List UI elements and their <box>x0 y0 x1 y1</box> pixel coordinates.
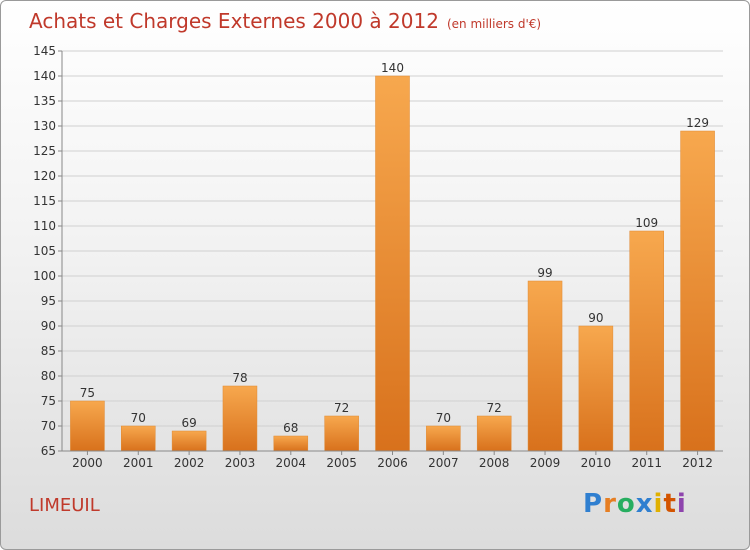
bar <box>680 130 715 452</box>
y-tick-label: 95 <box>41 294 56 308</box>
proxiti-logo[interactable]: Proxiti <box>583 489 687 519</box>
bar-value-label: 70 <box>436 411 451 425</box>
x-tick-label: 2012 <box>682 456 713 470</box>
chart-subtitle: (en milliers d'€) <box>446 17 542 31</box>
y-tick-label: 100 <box>33 269 56 283</box>
y-tick-label: 110 <box>33 219 56 233</box>
chart-title-text: Achats et Charges Externes 2000 à 2012 <box>29 9 439 33</box>
y-axis: 65 70 75 80 85 90 95 100 105 110 115 120 125 130 135 14… <box>33 44 63 458</box>
logo-letter: i <box>653 489 664 519</box>
y-tick-label: 120 <box>33 169 56 183</box>
bar-value-label: 90 <box>588 311 603 325</box>
y-tick-label: 65 <box>41 444 56 458</box>
logo-letter: t <box>663 489 677 519</box>
logo-letter: r <box>603 489 617 519</box>
x-tick-label: 2011 <box>631 456 662 470</box>
bar <box>70 400 105 452</box>
bars: 75 70 69 78 68 72 140 70 72 99 90 109 129 <box>70 61 715 452</box>
x-tick-label: 2001 <box>123 456 154 470</box>
x-tick-label: 2004 <box>276 456 307 470</box>
bar <box>426 425 461 452</box>
y-tick-label: 145 <box>33 44 56 58</box>
y-tick-label: 80 <box>41 369 56 383</box>
bar-value-label: 72 <box>487 401 502 415</box>
bar <box>273 435 309 452</box>
x-tick-label: 2009 <box>530 456 561 470</box>
bar-value-label: 140 <box>381 61 404 75</box>
y-tick-label: 90 <box>41 319 56 333</box>
bar <box>324 415 359 452</box>
y-tick-label: 75 <box>41 394 56 408</box>
x-tick-label: 2010 <box>581 456 612 470</box>
x-tick-label: 2006 <box>377 456 408 470</box>
logo-letter: P <box>583 489 604 519</box>
bar-value-label: 72 <box>334 401 349 415</box>
bar <box>629 230 664 452</box>
y-tick-label: 85 <box>41 344 56 358</box>
bar-value-label: 68 <box>283 421 298 435</box>
y-tick-label: 115 <box>33 194 56 208</box>
y-tick-label: 125 <box>33 144 56 158</box>
y-tick-label: 130 <box>33 119 56 133</box>
x-axis: 2000 2001 2002 2003 2004 2005 2006 2007 2008 2009… <box>62 450 723 470</box>
bar-value-label: 109 <box>635 216 658 230</box>
y-tick-label: 105 <box>33 244 56 258</box>
x-tick-label: 2003 <box>225 456 256 470</box>
bar <box>476 415 512 452</box>
bar-value-label: 69 <box>181 416 196 430</box>
bar-value-label: 99 <box>537 266 552 280</box>
y-tick-label: 70 <box>41 419 56 433</box>
commune-name: LIMEUIL <box>29 495 100 516</box>
bar-value-label: 75 <box>80 386 95 400</box>
bar-value-label: 129 <box>686 116 709 130</box>
x-tick-label: 2008 <box>479 456 510 470</box>
chart-title: Achats et Charges Externes 2000 à 2012 (e… <box>29 9 541 33</box>
bar <box>578 325 614 452</box>
bar <box>171 430 207 452</box>
x-tick-label: 2002 <box>174 456 205 470</box>
x-tick-label: 2000 <box>72 456 103 470</box>
logo-letter: x <box>635 489 654 519</box>
bar <box>222 385 258 452</box>
bar <box>527 280 563 452</box>
bar-value-label: 70 <box>131 411 146 425</box>
x-tick-label: 2007 <box>428 456 459 470</box>
bar <box>375 75 410 452</box>
bar <box>121 425 156 452</box>
logo-letter: i <box>676 489 687 519</box>
y-tick-label: 140 <box>33 69 56 83</box>
x-tick-label: 2005 <box>326 456 357 470</box>
y-tick-label: 135 <box>33 94 56 108</box>
bar-value-label: 78 <box>232 371 247 385</box>
logo-letter: o <box>616 489 636 519</box>
